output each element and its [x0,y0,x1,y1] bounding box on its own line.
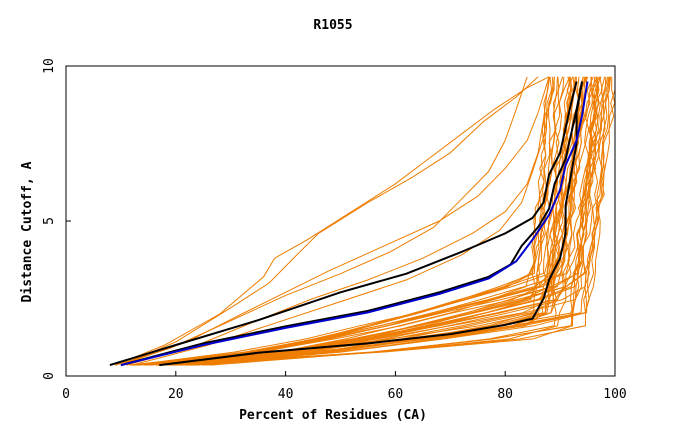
x-axis-label: Percent of Residues (CA) [239,408,427,423]
chart-title: R1055 [313,18,352,33]
background-model-line [120,76,539,366]
background-model-line [132,76,565,366]
background-model-line [188,76,600,366]
background-model-line [157,76,599,366]
series-line-0 [109,81,578,367]
background-model-line [115,76,528,366]
background-model-line [120,76,550,366]
x-tick-label: 80 [497,387,513,402]
y-tick-label: 0 [42,372,57,380]
x-tick-label: 60 [388,387,404,402]
highlighted-series [109,81,589,367]
background-model-line [126,76,550,366]
background-model-lines [115,76,616,366]
x-tick-label: 100 [603,387,626,402]
background-model-line [131,76,556,366]
axis-ticks: 0 20 40 60 80 100 0 5 10 [42,58,627,402]
plot-frame [65,65,616,377]
background-model-line [164,76,586,366]
y-tick-label: 10 [42,58,57,74]
background-model-line [131,76,576,366]
background-model-line [179,76,616,366]
series-line-1 [120,81,584,367]
background-model-line [155,76,611,366]
x-tick-label: 0 [62,387,70,402]
series-line-3 [120,81,589,367]
background-model-line [162,76,554,366]
background-model-line [115,76,550,366]
background-model-line [173,76,616,366]
background-model-line [161,76,607,366]
background-model-line [145,76,594,366]
x-tick-label: 20 [168,387,184,402]
y-axis-label: Distance Cutoff, A [20,161,35,302]
x-tick-label: 40 [278,387,294,402]
background-model-line [158,76,576,366]
background-model-line [171,76,600,366]
background-model-line [207,76,606,366]
y-tick-label: 5 [42,217,57,225]
series-line-2 [159,81,584,367]
background-model-line [179,76,609,366]
